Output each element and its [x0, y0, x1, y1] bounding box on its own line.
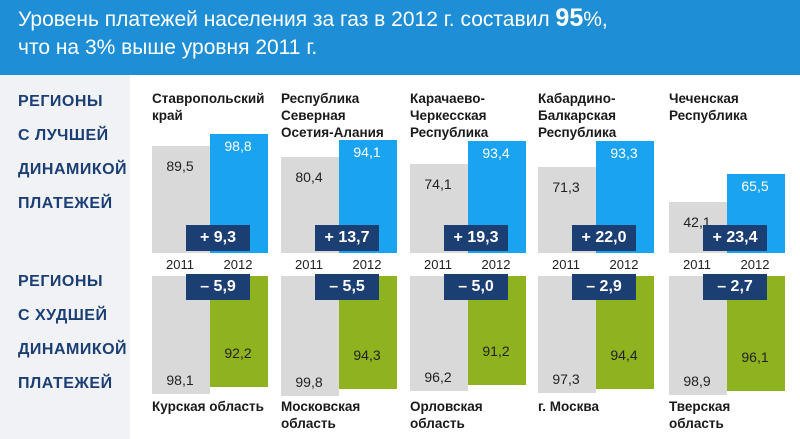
- sidebar: РЕГИОНЫ С ЛУЧШЕЙ ДИНАМИКОЙ ПЛАТЕЖЕЙ РЕГИ…: [0, 75, 130, 439]
- best-label-line: ДИНАМИКОЙ: [18, 161, 128, 178]
- value-label-2012: 94,3: [353, 347, 381, 364]
- region-name-best: Кабардино- Балкарская Республика: [538, 90, 616, 141]
- region-name-line: область: [410, 416, 465, 431]
- region-name-line: Курская область: [152, 399, 264, 414]
- region-name-best: Республика Северная Осетия-Алания: [281, 90, 384, 141]
- change-badge: + 19,3: [444, 225, 508, 251]
- region-name-worst: г. Москва: [538, 398, 599, 415]
- region-name-best: Чеченская Республика: [669, 90, 747, 124]
- worst-label-line: РЕГИОНЫ: [18, 273, 104, 290]
- header-highlight-value: 95: [555, 4, 584, 32]
- value-label-2011: 80,4: [295, 168, 323, 185]
- region-name-line: область: [669, 416, 724, 431]
- region-name-line: Ставропольский: [152, 91, 265, 106]
- year-label-2011: 2011: [295, 257, 323, 272]
- value-label-2011: 98,1: [166, 371, 194, 388]
- best-label-line: С ЛУЧШЕЙ: [18, 127, 109, 144]
- year-label-2011: 2011: [424, 257, 452, 272]
- region-name-line: Осетия-Алания: [281, 125, 384, 140]
- best-label-line: ПЛАТЕЖЕЙ: [18, 195, 113, 212]
- header-banner: Уровень платежей населения за газ в 2012…: [0, 0, 800, 75]
- change-badge: + 13,7: [315, 225, 379, 251]
- value-label-2012: 65,5: [741, 178, 769, 195]
- header-line-1: Уровень платежей населения за газ в 2012…: [18, 4, 608, 33]
- region-name-line: Балкарская: [538, 108, 616, 123]
- change-badge: – 2,9: [572, 274, 636, 300]
- best-label-line: РЕГИОНЫ: [18, 93, 104, 110]
- change-badge: + 22,0: [572, 225, 636, 251]
- change-badge: – 5,9: [186, 274, 250, 300]
- value-label-2011: 98,9: [683, 372, 711, 389]
- region-name-worst: Курская область: [152, 398, 264, 415]
- region-name-line: Республика: [669, 108, 748, 123]
- value-label-2012: 98,8: [224, 138, 252, 155]
- change-badge: + 9,3: [186, 225, 250, 251]
- region-name-line: Московская: [281, 399, 361, 414]
- region-name-worst: Орловская область: [410, 398, 483, 432]
- worst-label-line: С ХУДШЕЙ: [18, 307, 108, 324]
- header-line-2: что на 3% выше уровня 2011 г.: [18, 36, 318, 59]
- year-label-2012: 2012: [609, 257, 639, 272]
- region-name-line: Кабардино-: [538, 91, 616, 106]
- year-label-2012: 2012: [740, 257, 770, 272]
- year-label-2011: 2011: [683, 257, 711, 272]
- region-name-line: Черкесская: [410, 108, 487, 123]
- region-name-line: Республика: [538, 125, 617, 140]
- region-name-worst: Тверская область: [669, 398, 730, 432]
- value-label-2011: 74,1: [424, 176, 452, 193]
- worst-regions-label: РЕГИОНЫ С ХУДШЕЙ ДИНАМИКОЙ ПЛАТЕЖЕЙ: [18, 265, 127, 401]
- year-label-2011: 2011: [552, 257, 580, 272]
- year-label-2012: 2012: [223, 257, 253, 272]
- region-name-line: Республика: [281, 91, 360, 106]
- region-name-line: Карачаево-: [410, 91, 486, 106]
- region-name-line: Северная: [281, 108, 346, 123]
- region-name-line: Тверская: [669, 399, 731, 414]
- value-label-2011: 97,3: [552, 370, 580, 387]
- value-label-2012: 94,4: [610, 347, 638, 364]
- header-line-1-text: Уровень платежей населения за газ в 2012…: [18, 8, 556, 31]
- value-label-2012: 92,2: [224, 344, 252, 361]
- value-label-2011: 71,3: [552, 179, 580, 196]
- value-label-2012: 96,1: [741, 349, 769, 366]
- change-badge: – 5,5: [315, 274, 379, 300]
- worst-label-line: ПЛАТЕЖЕЙ: [18, 375, 113, 392]
- value-label-2011: 89,5: [166, 157, 194, 174]
- region-name-line: край: [152, 108, 183, 123]
- region-name-line: область: [281, 416, 336, 431]
- best-regions-label: РЕГИОНЫ С ЛУЧШЕЙ ДИНАМИКОЙ ПЛАТЕЖЕЙ: [18, 85, 127, 221]
- year-label-2012: 2012: [481, 257, 511, 272]
- region-name-best: Карачаево- Черкесская Республика: [410, 90, 488, 141]
- region-name-line: Республика: [410, 125, 489, 140]
- value-label-2012: 93,4: [482, 144, 510, 161]
- value-label-2012: 94,1: [353, 144, 381, 161]
- region-name-worst: Московская область: [281, 398, 360, 432]
- value-label-2011: 96,2: [424, 369, 452, 386]
- header-line-1-suffix: %,: [583, 8, 608, 31]
- region-name-line: Чеченская: [669, 91, 739, 106]
- year-label-2012: 2012: [352, 257, 382, 272]
- value-label-2012: 91,2: [482, 343, 510, 360]
- change-badge: – 5,0: [444, 274, 508, 300]
- change-badge: + 23,4: [703, 225, 767, 251]
- region-name-best: Ставропольский край: [152, 90, 264, 124]
- worst-label-line: ДИНАМИКОЙ: [18, 341, 128, 358]
- region-name-line: Орловская: [410, 399, 483, 414]
- value-label-2011: 99,8: [295, 373, 323, 390]
- value-label-2012: 93,3: [610, 145, 638, 162]
- region-name-line: г. Москва: [538, 399, 599, 414]
- change-badge: – 2,7: [703, 274, 767, 300]
- year-label-2011: 2011: [166, 257, 194, 272]
